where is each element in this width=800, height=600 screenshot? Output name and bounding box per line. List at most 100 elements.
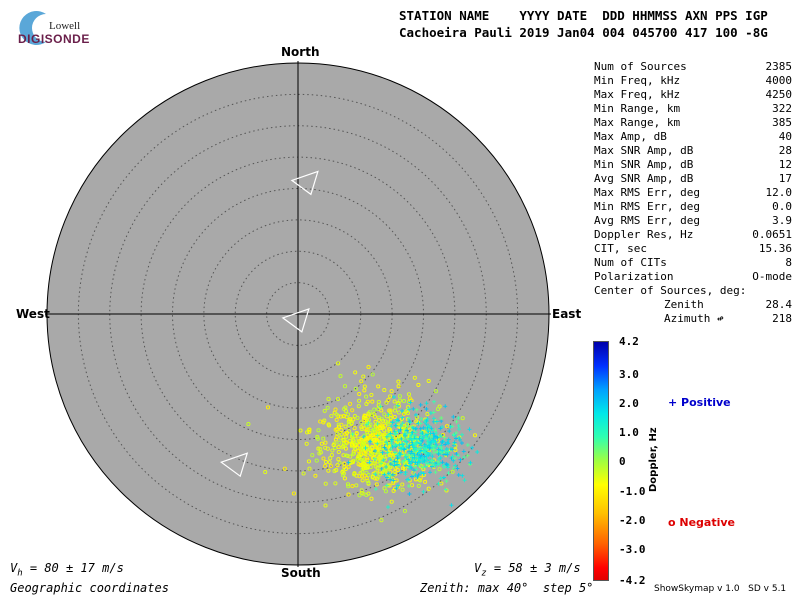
- data-point-negative: [364, 470, 369, 475]
- data-point-negative: [377, 417, 382, 422]
- data-point-negative: [441, 432, 446, 438]
- data-point-positive: [450, 454, 455, 459]
- stat-label: CIT, sec: [594, 242, 647, 255]
- data-point-positive: [460, 432, 464, 437]
- stat-value: 0.0651: [752, 228, 792, 241]
- horizontal-velocity: Vh = 80 ± 17 m/s: [10, 561, 124, 579]
- data-point-positive: [388, 473, 393, 478]
- data-point-negative: [401, 399, 407, 404]
- data-point-negative: [325, 446, 330, 451]
- data-point-negative: [385, 467, 390, 472]
- data-point-positive: [400, 421, 405, 426]
- data-point-negative: [263, 470, 268, 475]
- data-point-positive: [379, 461, 384, 466]
- colorbar-tick: 0: [619, 455, 626, 468]
- data-point-negative: [411, 470, 416, 475]
- stat-value: 385: [772, 116, 792, 129]
- data-point-negative: [400, 487, 405, 492]
- data-point-positive: [442, 435, 447, 440]
- data-point-positive: [438, 455, 443, 460]
- data-point-negative: [358, 462, 363, 468]
- data-point-positive: [412, 455, 417, 460]
- data-point-positive: [384, 434, 389, 439]
- data-point-positive: [465, 453, 470, 458]
- data-point-negative: [307, 466, 312, 471]
- data-point-positive: [361, 434, 366, 439]
- data-point-negative: [375, 426, 380, 431]
- data-point-negative: [397, 394, 402, 399]
- data-point-negative: [329, 453, 334, 458]
- data-point-positive: [404, 440, 409, 445]
- data-point-negative: [378, 431, 383, 437]
- data-point-negative: [379, 518, 384, 523]
- data-point-positive: [462, 478, 467, 483]
- stat-label: Num of CITs: [594, 256, 667, 269]
- data-point-positive: [385, 475, 389, 480]
- data-point-positive: [407, 459, 412, 464]
- stat-label: Avg SNR Amp, dB: [594, 172, 694, 185]
- data-point-negative: [381, 434, 386, 439]
- stat-value: 2385: [765, 60, 793, 73]
- data-point-negative: [345, 412, 351, 417]
- data-point-negative: [356, 404, 361, 409]
- data-point-negative: [346, 422, 352, 427]
- data-point-positive: [421, 445, 426, 450]
- data-point-positive: [450, 447, 455, 452]
- data-point-negative: [338, 414, 343, 419]
- data-point-negative: [366, 491, 371, 496]
- data-point-negative: [349, 420, 354, 425]
- data-point-positive: [470, 445, 475, 450]
- doppler-colorbar: [593, 341, 609, 581]
- data-point-negative: [339, 432, 344, 437]
- data-point-negative: [346, 484, 351, 489]
- data-point-negative: [416, 483, 421, 488]
- data-point-positive: [457, 427, 461, 432]
- stat-row: Doppler Res, Hz 0.0651: [594, 228, 792, 242]
- data-point-negative: [388, 394, 393, 399]
- data-point-negative: [383, 469, 388, 474]
- data-point-positive: [424, 436, 428, 441]
- data-point-positive: [379, 466, 384, 471]
- data-point-negative: [357, 474, 362, 479]
- data-point-negative: [316, 446, 321, 451]
- data-point-positive: [391, 478, 396, 483]
- data-point-positive: [415, 475, 420, 480]
- data-point-positive: [388, 462, 393, 467]
- data-point-positive: [431, 410, 436, 415]
- data-point-negative: [342, 465, 347, 470]
- data-point-positive: [411, 437, 416, 442]
- data-point-positive: [411, 406, 416, 411]
- data-point-positive: [454, 419, 459, 424]
- data-point-positive: [445, 462, 450, 467]
- data-point-positive: [424, 401, 429, 406]
- data-point-negative: [472, 433, 478, 438]
- data-point-positive: [405, 436, 410, 441]
- data-point-positive: [398, 470, 403, 475]
- data-point-positive: [436, 481, 441, 486]
- data-point-positive: [400, 408, 405, 413]
- data-point-negative: [348, 401, 353, 406]
- data-point-positive: [452, 440, 457, 445]
- data-point-negative: [381, 446, 386, 451]
- data-point-positive: [438, 426, 443, 431]
- data-point-positive: [386, 505, 390, 510]
- data-point-positive: [439, 446, 444, 450]
- data-point-positive: [363, 446, 368, 450]
- stat-label: Num of Sources: [594, 60, 687, 73]
- data-point-negative: [321, 436, 326, 441]
- data-point-positive: [400, 415, 405, 420]
- data-point-positive: [426, 461, 431, 466]
- data-point-negative: [402, 427, 407, 432]
- stat-row: Num of CITs 8: [594, 256, 792, 270]
- data-point-negative: [305, 430, 310, 435]
- data-point-negative: [445, 424, 450, 429]
- data-point-positive: [412, 447, 417, 452]
- stat-value: 40: [778, 130, 792, 143]
- data-point-positive: [456, 473, 461, 477]
- triangle-marker: [281, 307, 310, 333]
- data-point-positive: [424, 447, 429, 451]
- data-point-negative: [339, 422, 344, 427]
- data-point-positive: [372, 456, 377, 461]
- data-point-positive: [390, 420, 395, 425]
- data-point-negative: [364, 476, 369, 481]
